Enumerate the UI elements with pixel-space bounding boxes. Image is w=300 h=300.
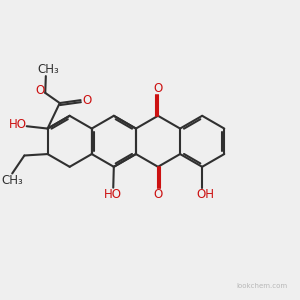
Text: OH: OH (196, 188, 214, 201)
Text: CH₃: CH₃ (1, 174, 23, 187)
Text: O: O (153, 82, 163, 95)
Text: O: O (153, 188, 163, 201)
Text: HO: HO (104, 188, 122, 201)
Text: CH₃: CH₃ (38, 63, 60, 76)
Text: HO: HO (9, 118, 27, 131)
Text: O: O (35, 83, 44, 97)
Text: O: O (82, 94, 91, 107)
Text: lookchem.com: lookchem.com (236, 283, 287, 289)
